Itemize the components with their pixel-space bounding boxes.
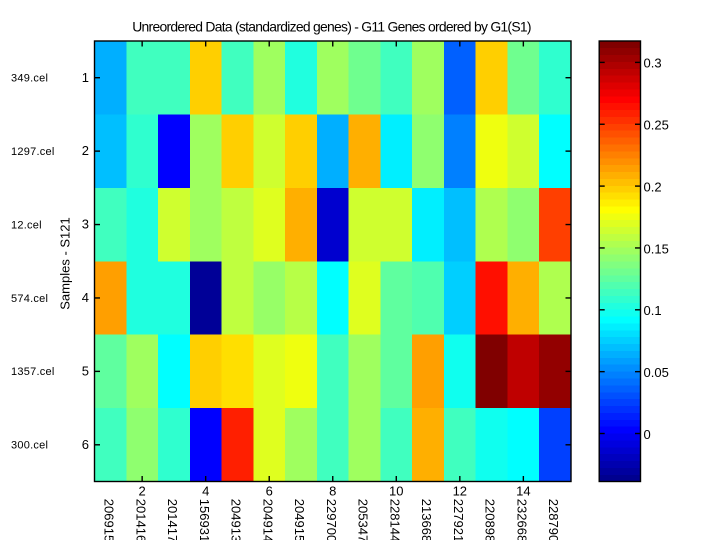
svg-text:213668_: 213668_	[419, 499, 434, 540]
svg-text:227921_: 227921_	[451, 499, 466, 540]
svg-text:10: 10	[389, 484, 403, 499]
svg-text:205347_: 205347_	[356, 499, 371, 540]
svg-text:4: 4	[82, 290, 89, 305]
svg-text:2: 2	[82, 143, 89, 158]
svg-text:2: 2	[139, 484, 146, 499]
svg-text:232668_: 232668_	[514, 499, 529, 540]
svg-text:8: 8	[329, 484, 336, 499]
svg-text:0.15: 0.15	[644, 241, 669, 256]
svg-text:14: 14	[516, 484, 530, 499]
svg-text:349.cel: 349.cel	[11, 73, 48, 85]
svg-text:201417_: 201417_	[165, 499, 180, 540]
svg-text:206915_: 206915_	[101, 499, 116, 540]
svg-text:1569316: 1569316	[197, 499, 212, 540]
svg-text:300.cel: 300.cel	[11, 440, 48, 452]
svg-text:228790_: 228790_	[546, 499, 561, 540]
svg-text:1: 1	[82, 70, 89, 85]
svg-text:Unreordered Data (standardized: Unreordered Data (standardized genes) - …	[132, 19, 531, 35]
svg-text:229700_: 229700_	[324, 499, 339, 540]
svg-text:6: 6	[82, 437, 89, 452]
svg-text:228144_: 228144_	[387, 499, 402, 540]
svg-text:201416_: 201416_	[133, 499, 148, 540]
svg-text:574.cel: 574.cel	[11, 293, 48, 305]
svg-text:0.3: 0.3	[644, 56, 662, 71]
svg-text:0.05: 0.05	[644, 365, 669, 380]
svg-text:12.cel: 12.cel	[11, 219, 42, 231]
svg-text:6: 6	[266, 484, 273, 499]
svg-text:0.2: 0.2	[644, 179, 662, 194]
svg-text:1297.cel: 1297.cel	[11, 146, 55, 158]
svg-text:1357.cel: 1357.cel	[11, 366, 55, 378]
svg-text:204914_: 204914_	[260, 499, 275, 540]
svg-text:12: 12	[453, 484, 467, 499]
svg-text:0.25: 0.25	[644, 118, 669, 133]
svg-text:0: 0	[644, 427, 651, 442]
svg-text:4: 4	[202, 484, 209, 499]
svg-text:Samples - S121: Samples - S121	[58, 217, 73, 310]
svg-text:3: 3	[82, 217, 89, 232]
svg-text:204915_: 204915_	[292, 499, 307, 540]
svg-text:220898_: 220898_	[483, 499, 498, 540]
svg-text:5: 5	[82, 363, 89, 378]
svg-text:204913_: 204913_	[229, 499, 244, 540]
svg-text:0.1: 0.1	[644, 303, 662, 318]
